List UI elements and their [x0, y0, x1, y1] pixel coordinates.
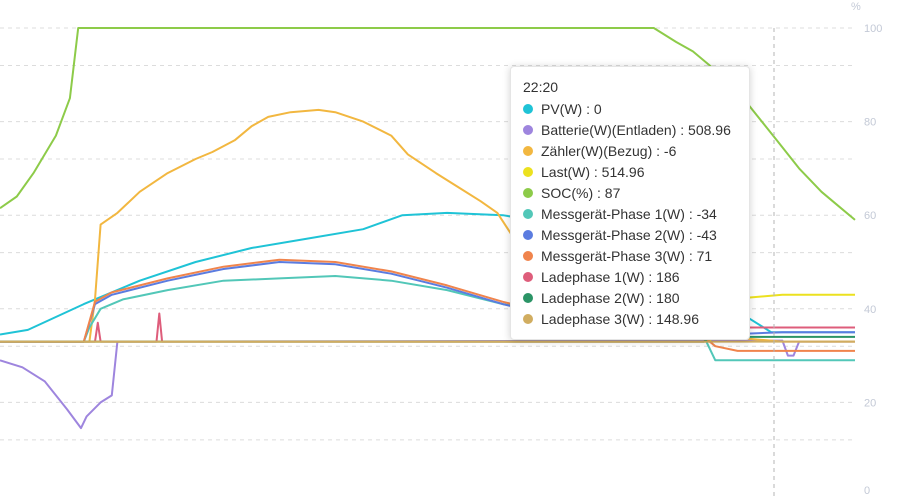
tooltip-rows: PV(W) : 0 Batterie(W)(Entladen) : 508.96 Z… — [523, 98, 737, 329]
tooltip-row-label: Messgerät-Phase 1(W) : -34 — [541, 205, 717, 222]
tooltip-row: Ladephase 2(W) : 180 — [523, 287, 737, 308]
legend-dot-icon — [523, 208, 533, 219]
legend-dot-icon — [523, 103, 533, 114]
tooltip-row-label: Ladephase 3(W) : 148.96 — [541, 310, 699, 327]
tooltip-row-label: Zähler(W)(Bezug) : -6 — [541, 142, 677, 159]
right-axis-tick-0: 0 — [864, 485, 870, 496]
tooltip-row-label: Ladephase 1(W) : 186 — [541, 268, 680, 285]
series-line-2 — [0, 339, 855, 430]
legend-dot-icon — [523, 187, 533, 198]
right-axis: % 100 80 60 40 20 0 — [851, 1, 882, 496]
tooltip-row-label: Batterie(W)(Entladen) : 508.96 — [541, 121, 731, 138]
tooltip-row: Messgerät-Phase 2(W) : -43 — [523, 224, 737, 245]
tooltip-row-label: Last(W) : 514.96 — [541, 163, 645, 180]
tooltip-row-label: Messgerät-Phase 2(W) : -43 — [541, 226, 717, 243]
legend-dot-icon — [523, 145, 533, 156]
tooltip: 22:20 PV(W) : 0 Batterie(W)(Entladen) : 5… — [510, 66, 750, 340]
tooltip-row: Ladephase 1(W) : 186 — [523, 266, 737, 287]
tooltip-row-label: SOC(%) : 87 — [541, 184, 621, 201]
right-axis-tick-40: 40 — [864, 304, 876, 316]
tooltip-row: Last(W) : 514.96 — [523, 161, 737, 182]
legend-dot-icon — [523, 166, 533, 177]
right-axis-tick-80: 80 — [864, 117, 876, 129]
tooltip-title: 22:20 — [523, 79, 559, 95]
legend-dot-icon — [523, 229, 533, 240]
right-axis-unit: % — [851, 1, 861, 13]
tooltip-row-label: Messgerät-Phase 3(W) : 71 — [541, 247, 713, 264]
legend-dot-icon — [523, 271, 533, 282]
right-axis-tick-100: 100 — [864, 23, 882, 35]
series-line-5 — [0, 27, 856, 221]
right-axis-tick-60: 60 — [864, 210, 876, 222]
right-axis-tick-20: 20 — [864, 397, 876, 409]
tooltip-row: Messgerät-Phase 1(W) : -34 — [523, 203, 737, 224]
series-line-6 — [0, 275, 855, 362]
tooltip-row: Messgerät-Phase 3(W) : 71 — [523, 245, 737, 266]
tooltip-row: Zähler(W)(Bezug) : -6 — [523, 140, 737, 161]
tooltip-row: Ladephase 3(W) : 148.96 — [523, 308, 737, 329]
legend-dot-icon — [523, 292, 533, 303]
tooltip-row-label: Ladephase 2(W) : 180 — [541, 289, 680, 306]
series-line-8 — [0, 258, 855, 352]
tooltip-row: PV(W) : 0 — [523, 98, 737, 119]
legend-dot-icon — [523, 313, 533, 324]
tooltip-row: SOC(%) : 87 — [523, 182, 737, 203]
tooltip-row: Batterie(W)(Entladen) : 508.96 — [523, 119, 737, 140]
legend-dot-icon — [523, 250, 533, 261]
legend-dot-icon — [523, 124, 533, 135]
tooltip-row-label: PV(W) : 0 — [541, 100, 602, 117]
